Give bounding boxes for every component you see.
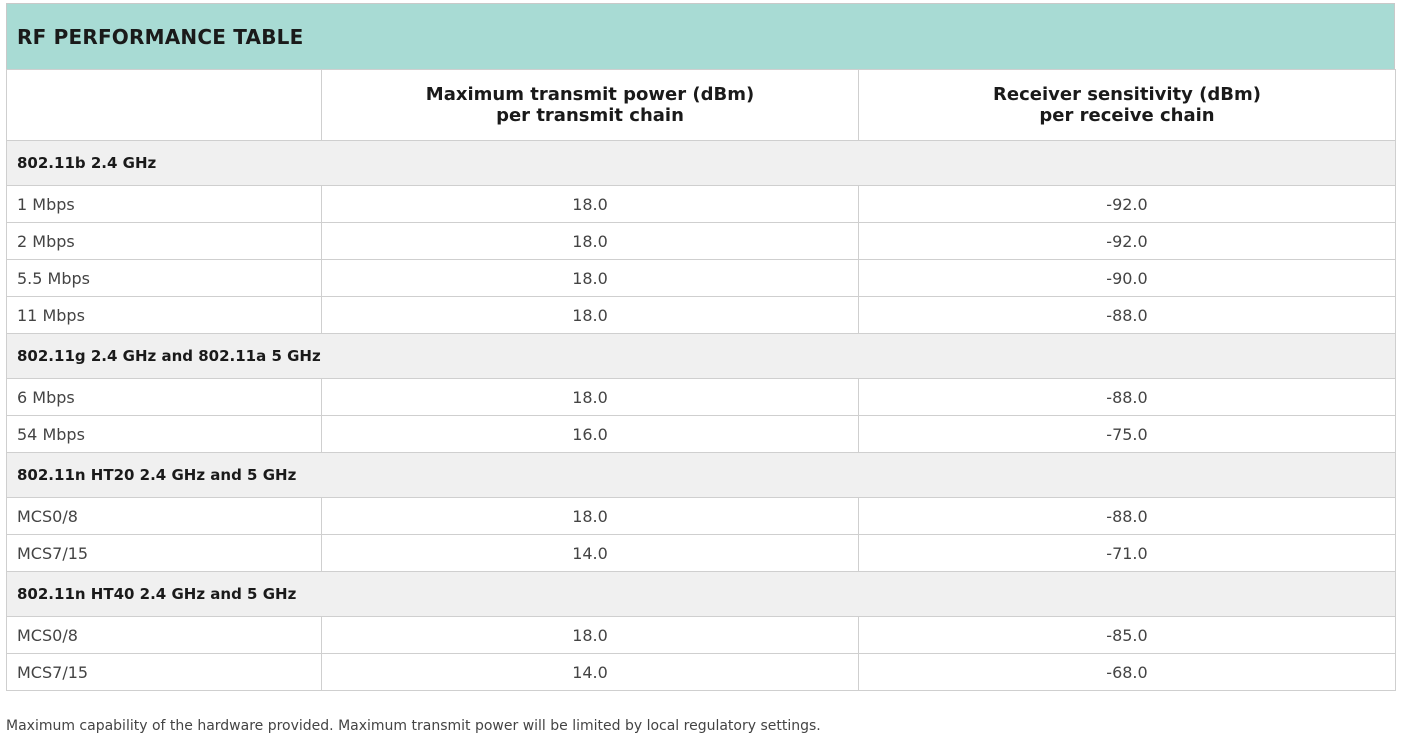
table-title: RF PERFORMANCE TABLE bbox=[6, 3, 1395, 69]
rx-sensitivity-cell: -88.0 bbox=[858, 378, 1396, 416]
rate-cell: 1 Mbps bbox=[6, 185, 322, 223]
header-rate bbox=[6, 69, 322, 141]
tx-power-cell: 18.0 bbox=[321, 378, 859, 416]
footnote: Maximum capability of the hardware provi… bbox=[6, 718, 821, 734]
group-label: 802.11n HT20 2.4 GHz and 5 GHz bbox=[6, 452, 1396, 498]
tx-power-cell: 18.0 bbox=[321, 222, 859, 260]
table-header-row: Maximum transmit power (dBm) per transmi… bbox=[6, 69, 1396, 141]
rx-sensitivity-cell: -92.0 bbox=[858, 185, 1396, 223]
rate-cell: MCS0/8 bbox=[6, 497, 322, 535]
rx-sensitivity-cell: -71.0 bbox=[858, 534, 1396, 572]
rx-sensitivity-cell: -85.0 bbox=[858, 616, 1396, 654]
rx-sensitivity-cell: -88.0 bbox=[858, 296, 1396, 334]
tx-power-cell: 18.0 bbox=[321, 259, 859, 297]
tx-power-cell: 14.0 bbox=[321, 653, 859, 691]
rate-cell: MCS7/15 bbox=[6, 534, 322, 572]
group-row-802-11g-a: 802.11g 2.4 GHz and 802.11a 5 GHz bbox=[6, 333, 1396, 379]
rx-sensitivity-cell: -92.0 bbox=[858, 222, 1396, 260]
table-row: MCS0/8 18.0 -85.0 bbox=[6, 616, 1396, 654]
group-row-802-11n-ht40: 802.11n HT40 2.4 GHz and 5 GHz bbox=[6, 571, 1396, 617]
table-row: 2 Mbps 18.0 -92.0 bbox=[6, 222, 1396, 260]
rate-cell: MCS0/8 bbox=[6, 616, 322, 654]
tx-power-cell: 18.0 bbox=[321, 296, 859, 334]
group-label: 802.11b 2.4 GHz bbox=[6, 140, 1396, 186]
tx-power-cell: 14.0 bbox=[321, 534, 859, 572]
rf-performance-table: Maximum transmit power (dBm) per transmi… bbox=[6, 69, 1396, 691]
table-row: MCS7/15 14.0 -68.0 bbox=[6, 653, 1396, 691]
table-row: 11 Mbps 18.0 -88.0 bbox=[6, 296, 1396, 334]
header-rx-sensitivity-line1: Receiver sensitivity (dBm) bbox=[993, 84, 1261, 105]
rate-cell: 2 Mbps bbox=[6, 222, 322, 260]
rate-cell: 5.5 Mbps bbox=[6, 259, 322, 297]
rate-cell: 6 Mbps bbox=[6, 378, 322, 416]
table-row: 1 Mbps 18.0 -92.0 bbox=[6, 185, 1396, 223]
rx-sensitivity-cell: -75.0 bbox=[858, 415, 1396, 453]
header-rx-sensitivity-line2: per receive chain bbox=[1039, 105, 1215, 126]
header-tx-power-line2: per transmit chain bbox=[496, 105, 684, 126]
table-row: MCS0/8 18.0 -88.0 bbox=[6, 497, 1396, 535]
rx-sensitivity-cell: -90.0 bbox=[858, 259, 1396, 297]
rx-sensitivity-cell: -88.0 bbox=[858, 497, 1396, 535]
header-rx-sensitivity: Receiver sensitivity (dBm) per receive c… bbox=[858, 69, 1396, 141]
tx-power-cell: 18.0 bbox=[321, 185, 859, 223]
group-row-802-11n-ht20: 802.11n HT20 2.4 GHz and 5 GHz bbox=[6, 452, 1396, 498]
group-row-802-11b: 802.11b 2.4 GHz bbox=[6, 140, 1396, 186]
rate-cell: MCS7/15 bbox=[6, 653, 322, 691]
rx-sensitivity-cell: -68.0 bbox=[858, 653, 1396, 691]
tx-power-cell: 16.0 bbox=[321, 415, 859, 453]
tx-power-cell: 18.0 bbox=[321, 616, 859, 654]
rate-cell: 11 Mbps bbox=[6, 296, 322, 334]
table-row: MCS7/15 14.0 -71.0 bbox=[6, 534, 1396, 572]
table-row: 54 Mbps 16.0 -75.0 bbox=[6, 415, 1396, 453]
table-row: 5.5 Mbps 18.0 -90.0 bbox=[6, 259, 1396, 297]
group-label: 802.11g 2.4 GHz and 802.11a 5 GHz bbox=[6, 333, 1396, 379]
rate-cell: 54 Mbps bbox=[6, 415, 322, 453]
group-label: 802.11n HT40 2.4 GHz and 5 GHz bbox=[6, 571, 1396, 617]
rf-performance-table-container: RF PERFORMANCE TABLE Maximum transmit po… bbox=[6, 3, 1396, 691]
tx-power-cell: 18.0 bbox=[321, 497, 859, 535]
header-tx-power: Maximum transmit power (dBm) per transmi… bbox=[321, 69, 859, 141]
header-tx-power-line1: Maximum transmit power (dBm) bbox=[425, 84, 755, 105]
table-row: 6 Mbps 18.0 -88.0 bbox=[6, 378, 1396, 416]
